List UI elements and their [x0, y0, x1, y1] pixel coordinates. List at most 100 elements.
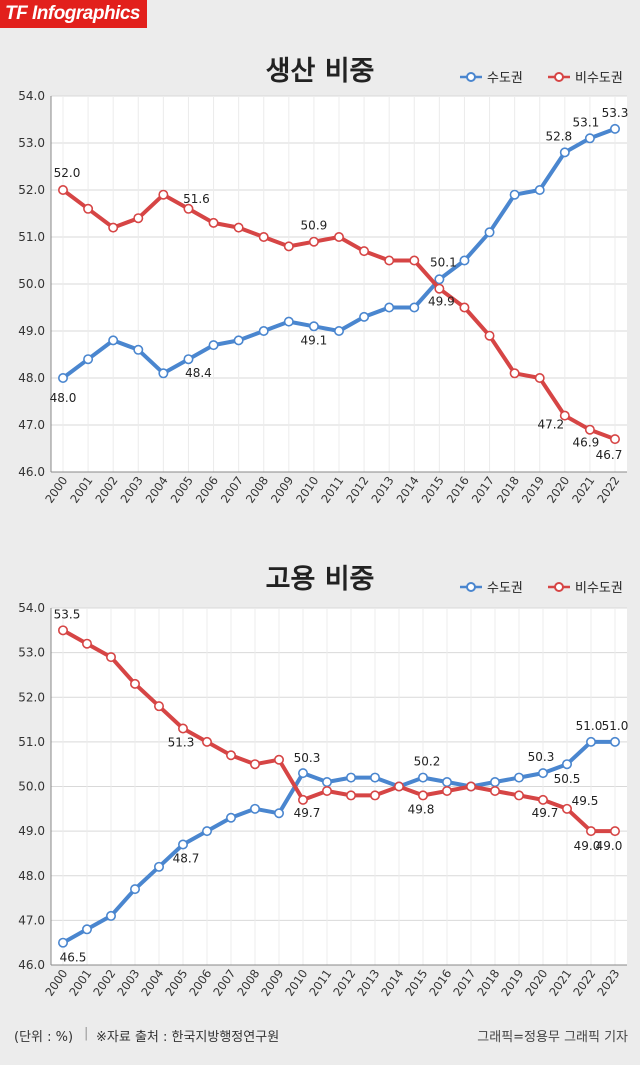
y-tick-label: 47.0: [18, 418, 45, 432]
x-tick-label: 2007: [218, 474, 246, 506]
x-tick-label: 2009: [258, 967, 286, 999]
data-point-noncapital: [226, 750, 237, 761]
x-tick-label: 2013: [368, 474, 396, 506]
x-tick-label: 2010: [293, 474, 321, 506]
data-point-capital: [489, 777, 500, 788]
data-point-capital: [108, 335, 119, 346]
x-tick-label: 2011: [306, 967, 334, 999]
data-point-noncapital: [133, 213, 144, 224]
data-point-noncapital: [108, 222, 119, 233]
x-tick-label: 2012: [330, 967, 358, 999]
data-point-capital: [537, 768, 548, 779]
x-tick-label: 2001: [67, 474, 95, 506]
data-point-capital: [609, 123, 620, 134]
data-point-noncapital: [57, 185, 68, 196]
data-point-noncapital: [57, 625, 68, 636]
data-label-capital: 53.1: [573, 115, 600, 129]
y-tick-label: 50.0: [18, 277, 45, 291]
legend-marker-capital: [466, 582, 476, 592]
source-note: ※자료 출처 : 한국지방행정연구원: [96, 1030, 280, 1045]
y-tick-label: 49.0: [18, 324, 45, 338]
x-tick-label: 2013: [354, 967, 382, 999]
x-tick-label: 2011: [318, 474, 346, 506]
data-point-capital: [509, 189, 520, 200]
data-point-capital: [369, 772, 380, 783]
x-tick-label: 2004: [143, 474, 171, 506]
x-tick-label: 2006: [193, 474, 221, 506]
footer-divider: |: [84, 1026, 89, 1041]
legend-label-capital: 수도권: [487, 581, 523, 596]
data-label-noncapital: 47.2: [537, 418, 564, 432]
data-point-noncapital: [537, 794, 548, 805]
x-tick-label: 2014: [378, 967, 406, 999]
data-point-noncapital: [308, 236, 319, 247]
data-point-capital: [297, 768, 308, 779]
data-label-noncapital: 46.7: [596, 448, 623, 462]
data-point-noncapital: [369, 790, 380, 801]
data-label-noncapital: 46.9: [573, 436, 600, 450]
data-point-noncapital: [509, 368, 520, 379]
data-point-noncapital: [321, 785, 332, 796]
x-tick-label: 2000: [42, 474, 70, 506]
data-point-noncapital: [484, 330, 495, 341]
x-tick-label: 2017: [450, 967, 478, 999]
chart-title: 생산 비중: [266, 56, 375, 87]
x-tick-label: 2023: [594, 967, 622, 999]
graphic-credit: 그래픽=정용무 그래픽 기자: [477, 1030, 628, 1045]
data-label-capital: 50.2: [414, 755, 441, 769]
data-point-capital: [258, 325, 269, 336]
data-label-noncapital: 49.0: [574, 839, 601, 853]
production-share-chart: 46.0 47.0 48.0 49.0 50.0 51.0 52.0 53.0 54.0 2000…: [18, 56, 629, 506]
x-tick-label: 2005: [168, 474, 196, 506]
data-label-capital: 51.0: [576, 719, 603, 733]
data-point-noncapital: [534, 372, 545, 383]
employment-share-chart: 46.0 47.0 48.0 49.0 50.0 51.0 52.0 53.0 54.0 2000…: [18, 564, 628, 999]
data-point-noncapital: [384, 255, 395, 266]
data-label-capital: 50.1: [430, 255, 457, 269]
data-point-capital: [208, 340, 219, 351]
data-point-capital: [441, 777, 452, 788]
data-point-capital: [359, 311, 370, 322]
data-point-noncapital: [273, 754, 284, 765]
x-tick-label: 2002: [92, 474, 120, 506]
data-point-capital: [321, 777, 332, 788]
data-point-capital: [57, 937, 68, 948]
data-label-capital: 50.3: [528, 750, 555, 764]
y-tick-label: 49.0: [18, 824, 45, 838]
data-point-noncapital: [202, 736, 213, 747]
data-label-noncapital: 51.6: [183, 192, 210, 206]
data-point-noncapital: [250, 759, 261, 770]
data-point-noncapital: [208, 217, 219, 228]
data-label-capital: 52.8: [545, 129, 572, 143]
data-point-capital: [534, 185, 545, 196]
data-point-capital: [559, 147, 570, 158]
data-label-capital: 53.3: [602, 106, 629, 120]
data-point-noncapital: [465, 781, 476, 792]
x-tick-label: 2018: [474, 967, 502, 999]
x-tick-label: 2003: [117, 474, 145, 506]
x-tick-label: 2002: [90, 967, 118, 999]
data-point-capital: [513, 772, 524, 783]
data-point-noncapital: [609, 826, 620, 837]
y-tick-label: 50.0: [18, 780, 45, 794]
data-point-capital: [409, 302, 420, 313]
x-tick-label: 2008: [234, 967, 262, 999]
data-point-capital: [283, 316, 294, 327]
data-label-noncapital: 53.5: [54, 607, 81, 621]
data-point-capital: [178, 839, 189, 850]
data-label-noncapital: 49.7: [532, 806, 559, 820]
x-tick-label: 2021: [546, 967, 574, 999]
y-tick-label: 52.0: [18, 183, 45, 197]
x-tick-label: 2006: [186, 967, 214, 999]
data-point-noncapital: [283, 241, 294, 252]
brand-logo: TF Infographics: [0, 0, 147, 28]
x-tick-label: 2018: [494, 474, 522, 506]
data-label-noncapital: 50.9: [301, 219, 328, 233]
data-point-noncapital: [83, 203, 94, 214]
x-tick-label: 2004: [138, 967, 166, 999]
data-point-noncapital: [561, 803, 572, 814]
x-tick-label: 2003: [114, 967, 142, 999]
data-point-noncapital: [393, 781, 404, 792]
x-tick-label: 2017: [469, 474, 497, 506]
data-point-capital: [130, 884, 141, 895]
